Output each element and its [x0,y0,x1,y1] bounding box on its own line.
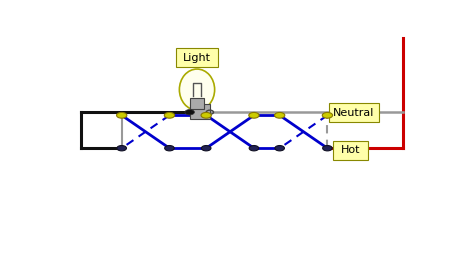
Text: Neutral: Neutral [333,108,375,118]
Circle shape [201,112,211,118]
Text: Hot: Hot [341,145,360,155]
FancyBboxPatch shape [333,141,368,159]
Circle shape [274,112,285,118]
Circle shape [201,146,211,151]
Circle shape [164,146,174,151]
Ellipse shape [179,69,215,110]
Text: Light: Light [183,53,211,63]
FancyBboxPatch shape [191,98,204,109]
Circle shape [249,146,259,151]
FancyBboxPatch shape [329,103,379,123]
Circle shape [117,146,127,151]
Circle shape [249,112,259,118]
Circle shape [275,146,284,151]
Circle shape [322,112,333,118]
Circle shape [323,146,332,151]
FancyBboxPatch shape [190,104,210,119]
Circle shape [117,112,127,118]
Circle shape [164,112,174,118]
FancyBboxPatch shape [176,49,218,67]
Circle shape [185,109,194,115]
